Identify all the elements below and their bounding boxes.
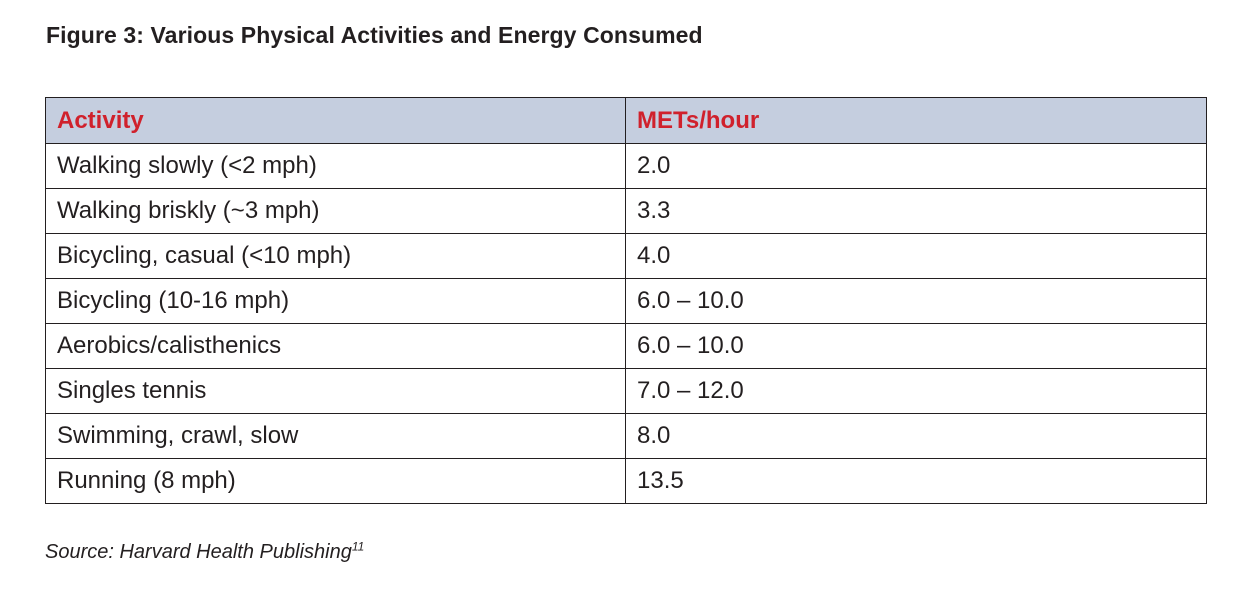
figure-title: Figure 3: Various Physical Activities an… xyxy=(46,22,703,48)
mets-cell: 3.3 xyxy=(625,188,1207,234)
reference-superscript: 11 xyxy=(351,539,365,554)
activity-cell: Aerobics/calisthenics xyxy=(45,323,626,369)
table-row: Bicycling, casual (<10 mph) 4.0 xyxy=(45,233,1207,279)
table-row: Walking slowly (<2 mph) 2.0 xyxy=(45,143,1207,189)
activities-table: Activity METs/hour Walking slowly (<2 mp… xyxy=(45,97,1207,504)
mets-cell: 6.0 – 10.0 xyxy=(625,278,1207,324)
header-row: Activity METs/hour xyxy=(45,97,1207,144)
mets-cell: 6.0 – 10.0 xyxy=(625,323,1207,369)
activity-cell: Singles tennis xyxy=(45,368,626,414)
activity-cell: Running (8 mph) xyxy=(45,458,626,504)
column-header-activity: Activity xyxy=(45,97,626,144)
mets-cell: 13.5 xyxy=(625,458,1207,504)
mets-cell: 7.0 – 12.0 xyxy=(625,368,1207,414)
activity-cell: Walking briskly (~3 mph) xyxy=(45,188,626,234)
source-note: Source: Harvard Health Publishing11 xyxy=(45,539,365,564)
activity-cell: Walking slowly (<2 mph) xyxy=(45,143,626,189)
mets-cell: 4.0 xyxy=(625,233,1207,279)
table-row: Aerobics/calisthenics 6.0 – 10.0 xyxy=(45,323,1207,369)
activity-cell: Swimming, crawl, slow xyxy=(45,413,626,459)
table-row: Bicycling (10-16 mph) 6.0 – 10.0 xyxy=(45,278,1207,324)
table-row: Running (8 mph) 13.5 xyxy=(45,458,1207,504)
table-row: Singles tennis 7.0 – 12.0 xyxy=(45,368,1207,414)
table-row: Walking briskly (~3 mph) 3.3 xyxy=(45,188,1207,234)
mets-cell: 8.0 xyxy=(625,413,1207,459)
table-header: Activity METs/hour xyxy=(45,97,1207,144)
table-row: Swimming, crawl, slow 8.0 xyxy=(45,413,1207,459)
mets-cell: 2.0 xyxy=(625,143,1207,189)
source-text: Source: Harvard Health Publishing xyxy=(45,541,352,563)
activity-cell: Bicycling, casual (<10 mph) xyxy=(45,233,626,279)
table-body: Walking slowly (<2 mph) 2.0 Walking bris… xyxy=(45,143,1207,504)
activity-cell: Bicycling (10-16 mph) xyxy=(45,278,626,324)
column-header-mets-per-hour: METs/hour xyxy=(625,97,1207,144)
